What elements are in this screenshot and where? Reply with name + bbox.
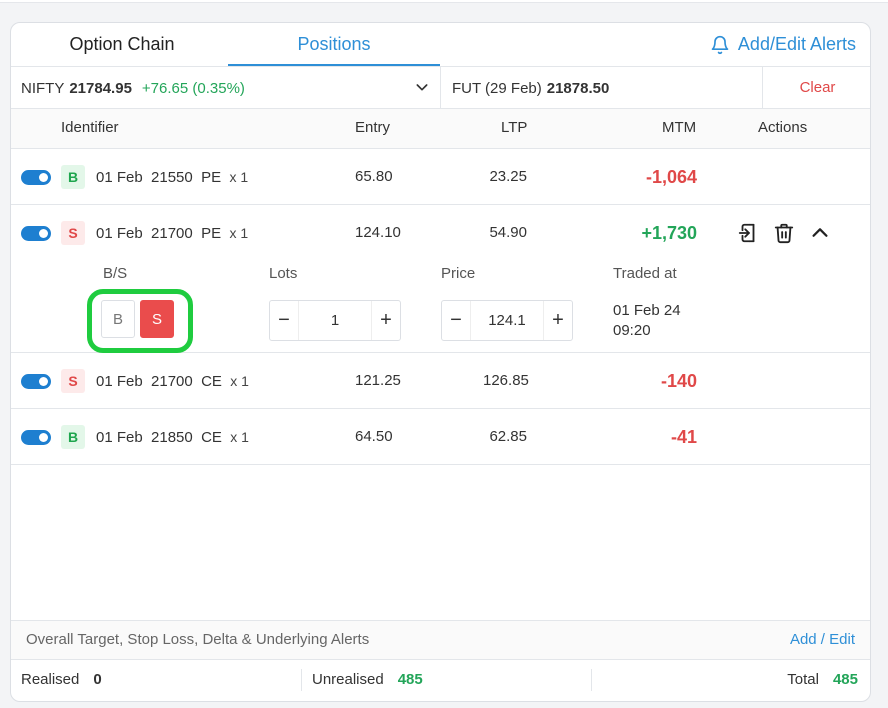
future-label: FUT (29 Feb) xyxy=(452,79,542,97)
traded-date: 01 Feb 24 xyxy=(613,302,681,319)
position-identifier: 01 Feb 21700 PE x 1 xyxy=(96,205,248,262)
mtm-value: -1,064 xyxy=(645,167,697,187)
ltp-value: 23.25 xyxy=(489,168,527,185)
bs-label: B/S xyxy=(103,265,128,282)
position-identifier: 01 Feb 21850 CE x 1 xyxy=(96,409,249,466)
header-entry: Entry xyxy=(355,119,391,136)
quantity: x 1 xyxy=(229,169,249,185)
ltp-value: 54.90 xyxy=(489,224,527,241)
total-value: 485 xyxy=(832,671,858,688)
side-badge: S xyxy=(61,369,85,393)
underlying-price: 21784.95 xyxy=(69,79,132,97)
pnl-summary: Realised 0 Unrealised 485 Total 485 xyxy=(11,660,870,701)
clear-button[interactable]: Clear xyxy=(799,79,836,96)
future-quote: FUT (29 Feb) 21878.50 xyxy=(441,67,763,109)
total-summary: Total 485 xyxy=(787,660,858,700)
ltp-value: 126.85 xyxy=(483,372,529,389)
traded-time: 09:20 xyxy=(613,322,651,339)
table-row[interactable]: S 01 Feb 21700 PE x 1 124.10 54.90 +1,73… xyxy=(11,205,870,261)
header-actions: Actions xyxy=(758,119,808,136)
overall-alerts-bar: Overall Target, Stop Loss, Delta & Under… xyxy=(11,620,870,660)
tab-bar: Option Chain Positions Add/Edit Alerts xyxy=(11,23,870,66)
entry-price: 121.25 xyxy=(355,372,401,389)
position-toggle[interactable] xyxy=(21,226,51,241)
overall-alerts-text: Overall Target, Stop Loss, Delta & Under… xyxy=(26,631,370,648)
position-toggle[interactable] xyxy=(21,170,51,185)
quantity: x 1 xyxy=(230,373,249,389)
side-badge: B xyxy=(61,425,85,449)
price-input[interactable]: 124.1 xyxy=(470,301,544,340)
identifier-text: 01 Feb 21850 CE xyxy=(96,429,222,446)
underlying-selector[interactable]: NIFTY 21784.95 +76.65 (0.35%) xyxy=(11,67,441,109)
position-identifier: 01 Feb 21550 PE x 1 xyxy=(96,149,248,206)
quantity: x 1 xyxy=(229,225,249,241)
entry-price: 64.50 xyxy=(355,428,393,445)
add-edit-alerts-label: Add/Edit Alerts xyxy=(737,34,856,54)
chevron-up-icon[interactable] xyxy=(809,221,831,245)
highlight-outline xyxy=(87,289,193,353)
realised-value: 0 xyxy=(93,671,102,688)
exit-position-icon[interactable] xyxy=(737,221,759,245)
table-row[interactable]: S 01 Feb 21700 CE x 1 121.25 126.85 -140 xyxy=(11,353,870,409)
expanded-position: S 01 Feb 21700 PE x 1 124.10 54.90 +1,73… xyxy=(11,205,870,353)
lots-decrement-button[interactable]: − xyxy=(278,309,290,331)
header-mtm: MTM xyxy=(662,119,697,136)
unrealised-value: 485 xyxy=(397,671,423,688)
position-toggle[interactable] xyxy=(21,374,51,389)
realised-label: Realised xyxy=(21,671,80,688)
entry-price: 65.80 xyxy=(355,168,393,185)
identifier-text: 01 Feb 21550 PE xyxy=(96,169,222,186)
ticker-bar: NIFTY 21784.95 +76.65 (0.35%) FUT (29 Fe… xyxy=(11,66,870,109)
tab-positions[interactable]: Positions xyxy=(228,23,440,66)
positions-panel: Option Chain Positions Add/Edit Alerts N… xyxy=(10,22,871,702)
mtm-value: +1,730 xyxy=(641,223,697,243)
row-actions xyxy=(737,221,831,245)
total-label: Total xyxy=(787,671,819,688)
buy-button[interactable]: B xyxy=(101,300,135,338)
side-badge: B xyxy=(61,165,85,189)
summary-divider xyxy=(591,669,592,691)
underlying-symbol: NIFTY xyxy=(21,79,65,97)
lots-stepper: − 1 + xyxy=(269,300,401,341)
lots-input[interactable]: 1 xyxy=(298,301,372,340)
traded-at-value: 01 Feb 24 09:20 xyxy=(613,301,681,341)
sell-button[interactable]: S xyxy=(140,300,174,338)
traded-at-label: Traded at xyxy=(613,265,677,282)
position-identifier: 01 Feb 21700 CE x 1 xyxy=(96,353,249,410)
realised-summary: Realised 0 xyxy=(21,660,102,700)
price-label: Price xyxy=(441,265,476,282)
lots-increment-button[interactable]: + xyxy=(380,309,392,331)
identifier-text: 01 Feb 21700 CE xyxy=(96,373,222,390)
ltp-value: 62.85 xyxy=(489,428,527,445)
mtm-value: -41 xyxy=(670,427,697,447)
quantity: x 1 xyxy=(230,429,249,445)
price-increment-button[interactable]: + xyxy=(552,309,564,331)
chevron-down-icon[interactable] xyxy=(414,79,430,95)
header-ltp: LTP xyxy=(501,119,528,136)
unrealised-label: Unrealised xyxy=(312,671,384,688)
mtm-value: -140 xyxy=(660,371,697,391)
position-toggle[interactable] xyxy=(21,430,51,445)
summary-divider xyxy=(301,669,302,691)
table-row[interactable]: B 01 Feb 21550 PE x 1 65.80 23.25 -1,064 xyxy=(11,149,870,205)
underlying-change: +76.65 (0.35%) xyxy=(141,79,245,97)
tab-option-chain[interactable]: Option Chain xyxy=(69,34,175,54)
price-stepper: − 124.1 + xyxy=(441,300,573,341)
lots-label: Lots xyxy=(269,265,298,282)
identifier-text: 01 Feb 21700 PE xyxy=(96,225,222,242)
add-edit-overall-alerts-link[interactable]: Add / Edit xyxy=(789,631,855,648)
table-row[interactable]: B 01 Feb 21850 CE x 1 64.50 62.85 -41 xyxy=(11,409,870,465)
trash-icon[interactable] xyxy=(773,221,795,245)
entry-price: 124.10 xyxy=(355,224,401,241)
buy-sell-toggle: B S xyxy=(101,300,174,338)
price-decrement-button[interactable]: − xyxy=(450,309,462,331)
bell-icon xyxy=(711,35,729,54)
top-divider xyxy=(0,0,888,3)
add-edit-alerts-button[interactable]: Add/Edit Alerts xyxy=(710,23,856,66)
header-identifier: Identifier xyxy=(61,119,119,136)
future-price: 21878.50 xyxy=(546,79,610,97)
table-header: Identifier Entry LTP MTM Actions xyxy=(11,109,870,149)
unrealised-summary: Unrealised 485 xyxy=(312,660,423,700)
side-badge: S xyxy=(61,221,85,245)
